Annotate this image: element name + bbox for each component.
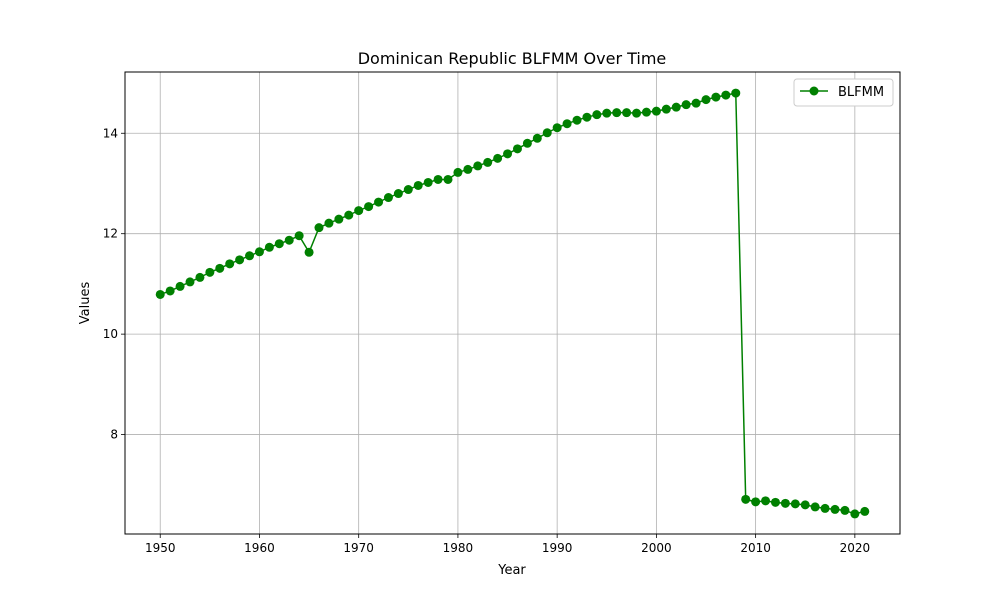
y-tick-label: 14 [103,126,118,140]
data-point [423,177,433,187]
data-point [632,108,642,118]
data-point [155,289,165,299]
data-point [185,277,195,287]
data-point [344,210,354,220]
data-point [284,235,294,245]
data-point [453,167,463,177]
x-tick-label: 1960 [244,541,275,555]
data-point [592,110,602,120]
data-point [820,503,830,513]
data-point [780,498,790,508]
chart-title: Dominican Republic BLFMM Over Time [358,49,667,68]
data-point [235,255,245,265]
data-point [215,263,225,273]
data-point [205,267,215,277]
data-point [602,108,612,118]
legend-box [793,78,894,107]
data-point [572,115,582,125]
data-point [304,247,314,257]
data-point [770,497,780,507]
data-point [741,494,751,504]
data-point [711,92,721,102]
x-tick-label: 2020 [840,541,871,555]
data-point [463,164,473,174]
grid-lines [125,72,900,534]
data-point [651,106,661,116]
data-point [761,496,771,506]
x-tick-label: 1950 [145,541,176,555]
y-axis-ticks: 8 10 12 14 [103,126,125,442]
data-point [483,157,493,167]
data-point [681,100,691,110]
y-tick-label: 12 [103,227,118,241]
data-point [800,500,810,510]
data-point [254,247,264,257]
data-point [622,108,632,118]
data-point [374,197,384,207]
data-point [165,286,175,296]
data-point [751,497,761,507]
x-axis-label: Year [497,563,526,578]
x-tick-label: 1990 [542,541,573,555]
data-point [661,104,671,114]
data-point [612,108,622,118]
data-point [552,123,562,133]
data-point [175,281,185,291]
data-point [433,174,443,184]
data-point [403,185,413,195]
data-point [264,242,274,252]
data-point [641,107,651,117]
data-point [731,88,741,98]
data-point [245,251,255,261]
y-tick-label: 10 [103,327,118,341]
data-point [364,202,374,212]
x-tick-label: 1970 [343,541,374,555]
plot-series [155,88,870,519]
data-point [393,189,403,199]
data-point [195,272,205,282]
data-point [830,504,840,514]
data-point [860,506,870,516]
x-axis-ticks: 1950 1960 1970 1980 1990 2000 2010 2020 [145,534,870,555]
data-point [721,90,731,100]
legend-label: BLFMM [838,85,884,100]
data-point [790,499,800,509]
data-point [532,133,542,143]
data-point [443,174,453,184]
y-axis-label: Values [78,282,93,325]
data-point [691,98,701,108]
data-point [274,239,284,249]
y-tick-label: 8 [110,428,118,442]
data-point [383,193,393,203]
plot-area-frame [124,71,901,535]
data-point [294,231,304,241]
data-point [582,112,592,122]
data-point [473,161,483,171]
legend-marker-sample [809,86,819,96]
data-point [334,214,344,224]
x-tick-label: 1980 [443,541,474,555]
data-point [354,206,364,216]
data-point [850,509,860,519]
data-point [522,138,532,148]
data-point [840,505,850,515]
data-point [562,119,572,129]
data-point [225,259,235,269]
x-tick-label: 2000 [641,541,672,555]
data-point [324,218,334,228]
legend: BLFMM [793,78,894,107]
data-point [701,95,711,105]
data-point [671,102,681,112]
data-point [503,149,513,159]
data-point [314,223,324,233]
x-tick-label: 2010 [740,541,771,555]
data-point [493,153,503,163]
data-point [512,144,522,154]
data-point [542,128,552,138]
data-point [413,180,423,190]
data-point [810,502,820,512]
